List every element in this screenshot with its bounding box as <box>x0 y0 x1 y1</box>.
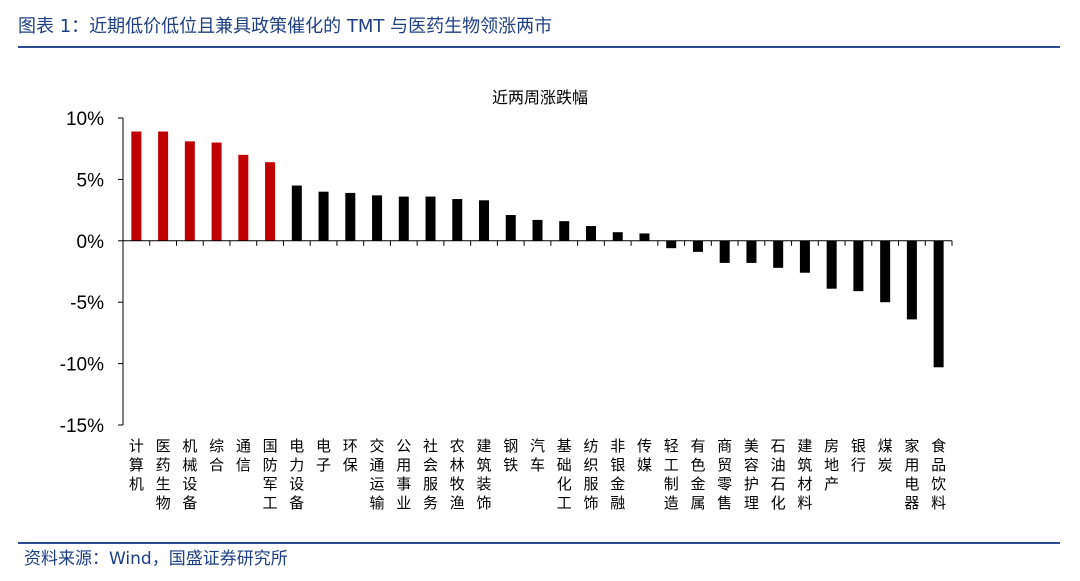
category-label: 社会服务 <box>423 437 438 512</box>
category-label: 综合 <box>209 437 224 474</box>
category-label: 煤炭 <box>878 437 893 474</box>
bar <box>799 240 810 273</box>
y-tick-label: -15% <box>60 416 104 437</box>
bar <box>639 233 650 241</box>
bar <box>425 196 436 241</box>
bar <box>773 240 784 268</box>
bar <box>559 221 570 241</box>
bar <box>345 192 356 241</box>
bar <box>131 131 142 241</box>
category-label: 汽车 <box>530 437 545 474</box>
category-label: 环保 <box>343 437 358 474</box>
bar <box>398 196 409 241</box>
bar <box>211 142 222 241</box>
category-label: 电子 <box>316 437 331 474</box>
category-label: 银行 <box>851 437 866 474</box>
top-divider <box>18 46 1060 48</box>
category-label: 非银金融 <box>610 437 625 512</box>
bar <box>318 191 329 241</box>
source-note: 资料来源：Wind，国盛证券研究所 <box>24 549 288 569</box>
category-label: 商贸零售 <box>717 437 732 512</box>
bar <box>719 240 730 263</box>
category-label: 轻工制造 <box>664 437 679 512</box>
category-label: 公用事业 <box>396 437 411 512</box>
y-tick-label: 5% <box>77 170 105 191</box>
y-tick-label: 10% <box>66 109 104 130</box>
category-label: 钢铁 <box>503 437 518 474</box>
bar <box>692 240 703 252</box>
category-label: 有色金属 <box>690 437 705 512</box>
bar <box>184 141 195 241</box>
category-label: 机械设备 <box>182 437 197 512</box>
category-label: 食品饮料 <box>931 437 946 512</box>
category-label: 纺织服饰 <box>583 437 598 512</box>
chart-title: 近两周涨跌幅 <box>492 88 588 107</box>
bar <box>479 200 490 241</box>
bar <box>158 131 169 241</box>
y-tick-label: -10% <box>60 355 104 376</box>
category-label: 计算机 <box>129 437 144 493</box>
bar-chart: 近两周涨跌幅 10% 5% 0% -5% -10% -15% 计算机医药生物机械设备综合通… <box>60 88 953 512</box>
category-label: 医药生物 <box>156 437 171 512</box>
category-label: 家用电器 <box>904 437 919 512</box>
category-label: 建筑装饰 <box>477 437 492 512</box>
bar <box>880 240 891 303</box>
bar <box>826 240 837 289</box>
y-tick-label: 0% <box>77 232 105 253</box>
category-label: 基础化工 <box>557 437 572 512</box>
category-label: 房地产 <box>824 437 839 493</box>
category-labels: 计算机医药生物机械设备综合通信国防军工电力设备电子环保交通运输公用事业社会服务农… <box>129 437 946 512</box>
bar <box>853 240 864 292</box>
category-label: 电力设备 <box>289 437 304 512</box>
category-label: 美容护理 <box>744 437 759 512</box>
y-tick-label: -5% <box>70 293 104 314</box>
x-axis <box>122 240 953 246</box>
category-label: 石油石化 <box>771 437 786 512</box>
bar <box>906 240 917 320</box>
bar <box>452 199 463 241</box>
bar <box>291 185 302 241</box>
bar <box>933 240 944 368</box>
figure-title: 图表 1：近期低价低位且兼具政策催化的 TMT 与医药生物领涨两市 <box>18 16 553 37</box>
bar <box>505 215 516 241</box>
category-label: 农林牧渔 <box>450 437 465 512</box>
category-label: 通信 <box>236 437 251 474</box>
bar <box>238 154 249 241</box>
bar <box>666 240 677 249</box>
category-label: 建筑材料 <box>797 437 812 512</box>
category-label: 传媒 <box>637 437 652 474</box>
bar <box>746 240 757 263</box>
category-label: 国防军工 <box>263 437 278 512</box>
y-axis: 10% 5% 0% -5% -10% -15% <box>60 109 124 437</box>
bottom-divider <box>18 542 1060 544</box>
category-label: 交通运输 <box>370 437 385 512</box>
bar <box>585 226 596 241</box>
bar <box>612 232 623 241</box>
bar-series <box>131 131 944 368</box>
bar <box>372 195 383 241</box>
bar <box>532 219 543 241</box>
bar <box>265 162 276 241</box>
